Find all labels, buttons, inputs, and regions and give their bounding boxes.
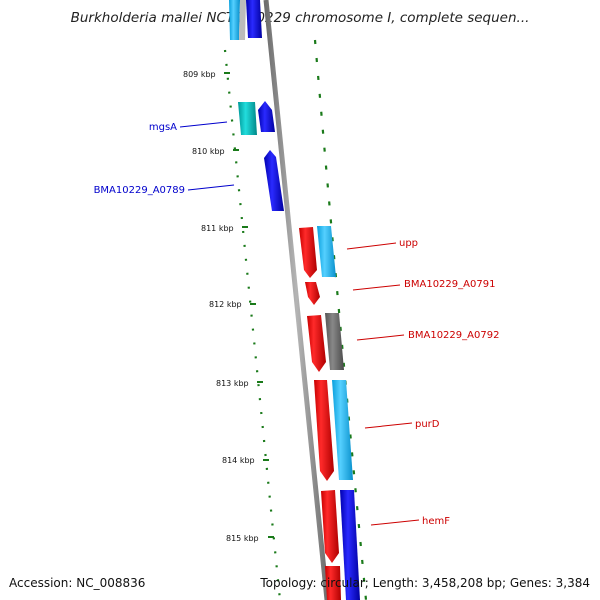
gene-label-upp[interactable]: upp [399, 238, 418, 249]
gene-label-hemF[interactable]: hemF [422, 516, 450, 527]
gene-arrow-upp[interactable] [299, 227, 317, 278]
gene-label-purD[interactable]: purD [415, 419, 440, 430]
gene-label-BMA10229_A0789[interactable]: BMA10229_A0789 [94, 185, 185, 196]
tick-labels: 809 kbp 810 kbp 811 kbp 812 kbp 813 kbp … [183, 70, 259, 543]
tick-label: 811 kbp [201, 224, 234, 233]
tick-label: 812 kbp [209, 300, 242, 309]
forward-strand-features [299, 226, 360, 600]
gene-arrow-purD[interactable] [314, 380, 334, 481]
leader-line [179, 121, 228, 128]
backbone-ring [263, 0, 330, 600]
gene-arrow-bottom-red[interactable] [325, 566, 341, 600]
gene-arrow-BMA10229_A0791[interactable] [305, 282, 320, 305]
tick-label: 814 kbp [222, 456, 255, 465]
feature-block-BMA10229_A0792[interactable] [325, 313, 344, 370]
gene-label-lines [179, 121, 420, 526]
tick-marks [224, 72, 274, 538]
gene-label-BMA10229_A0792[interactable]: BMA10229_A0792 [408, 330, 499, 341]
gene-arrow-top-blue[interactable] [246, 0, 262, 38]
gene-arrow-hemF[interactable] [321, 490, 339, 563]
gene-arrow-BMA10229_A0789[interactable] [264, 150, 284, 211]
tick-label: 815 kbp [226, 534, 259, 543]
leader-line [187, 184, 235, 191]
leader-line [352, 284, 401, 291]
topology-summary: Topology: circular; Length: 3,458,208 bp… [260, 576, 590, 590]
gc-track-outer [313, 39, 368, 600]
map-title: Burkholderia mallei NCTC 10229 chromosom… [70, 10, 530, 26]
gene-label-BMA10229_A0791[interactable]: BMA10229_A0791 [404, 279, 495, 290]
accession-text: Accession: NC_008836 [9, 576, 146, 590]
tick-label: 813 kbp [216, 379, 249, 388]
tick-label: 810 kbp [192, 147, 225, 156]
feature-block-upp-sky[interactable] [317, 226, 336, 277]
gene-arrow-mgsA[interactable] [258, 101, 275, 132]
gene-arrow-top-teal[interactable] [229, 0, 240, 40]
gene-labels: mgsA BMA10229_A0789 upp BMA10229_A0791 B… [94, 122, 500, 527]
leader-line [356, 334, 405, 341]
leader-line [346, 242, 397, 250]
gene-label-mgsA[interactable]: mgsA [149, 122, 177, 133]
leader-line [364, 422, 413, 429]
gene-arrow-purD-left[interactable] [307, 315, 326, 372]
tick-label: 809 kbp [183, 70, 216, 79]
feature-block-mgsA-teal[interactable] [238, 102, 257, 135]
feature-block-purD-sky[interactable] [332, 380, 353, 480]
reverse-strand-features [229, 0, 284, 211]
gene-arrow-hemF-blue[interactable] [340, 490, 360, 600]
leader-line [370, 519, 420, 526]
gene-arrow-top-grey [239, 0, 246, 40]
